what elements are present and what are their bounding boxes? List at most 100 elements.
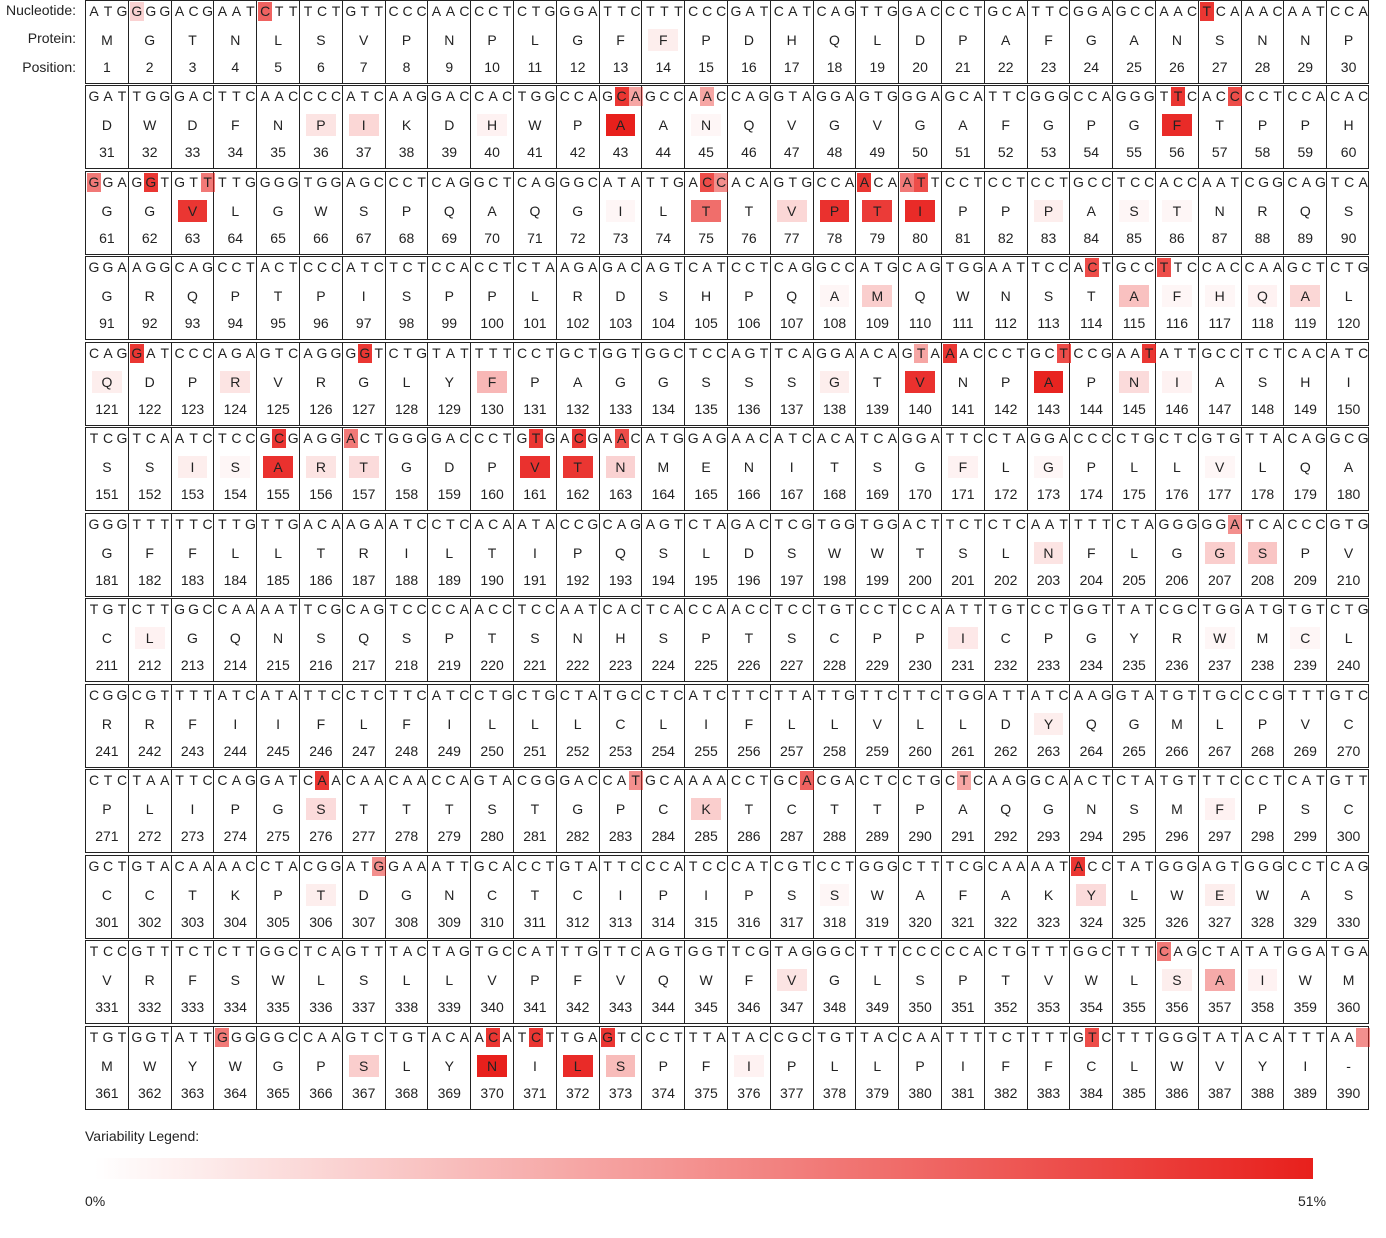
- amino-acid: Q: [615, 545, 626, 561]
- position-number: 28: [1254, 59, 1271, 75]
- position-number: 147: [1208, 401, 1232, 417]
- nucleotide: T: [517, 1029, 527, 1045]
- codon-cell: C T G T 352: [985, 941, 1028, 1023]
- nucleotide: A: [859, 259, 870, 275]
- nucleotide: G: [559, 345, 571, 361]
- codon-cell: C T G L 251: [514, 685, 557, 767]
- nucleotide: G: [145, 3, 157, 19]
- codon-cell: C A A P 380: [899, 1027, 942, 1109]
- nucleotide: C: [445, 601, 456, 617]
- nucleotide: T: [874, 772, 883, 788]
- nucleotide: C: [730, 772, 742, 788]
- amino-acid: G: [1204, 542, 1235, 564]
- nucleotide: T: [1245, 345, 1254, 361]
- amino-acid: S: [145, 459, 155, 475]
- amino-acid: D: [187, 117, 198, 133]
- nucleotide: A: [459, 772, 470, 788]
- nucleotide: G: [402, 430, 414, 446]
- nucleotide: T: [1002, 430, 1012, 446]
- amino-acid: S: [1162, 969, 1192, 991]
- sequence-block: C A G Q 121 G A T D 122 C C C P 123 A G A R 124 G T C V 125 A G G R 1…: [85, 342, 1369, 426]
- amino-acid: G: [1171, 545, 1183, 561]
- nucleotide: G: [316, 430, 328, 446]
- amino-acid: G: [914, 117, 926, 133]
- codon-cell: C C A P 351: [942, 941, 985, 1023]
- position-number: 61: [99, 230, 115, 246]
- position-number: 236: [1165, 657, 1189, 673]
- amino-acid: I: [348, 114, 379, 136]
- nucleotide: G: [202, 259, 214, 275]
- nucleotide: G: [102, 259, 114, 275]
- amino-acid: T: [1087, 288, 1096, 304]
- nucleotide: C: [1244, 174, 1255, 190]
- codon-cell: T T C F 256: [728, 685, 771, 767]
- position-number: 325: [1122, 914, 1146, 930]
- codon-cell: G C C A 25: [1113, 1, 1156, 83]
- codon-cell: C A T H 105: [685, 257, 728, 339]
- amino-acid: P: [701, 32, 711, 48]
- nucleotide: T: [374, 3, 384, 19]
- position-number: 195: [694, 572, 718, 588]
- amino-acid: T: [487, 545, 497, 561]
- nucleotide: G: [1186, 943, 1198, 959]
- amino-acid: M: [1342, 972, 1355, 988]
- amino-acid: Q: [829, 32, 840, 48]
- nucleotide: A: [343, 429, 358, 448]
- position-number: 180: [1336, 486, 1361, 502]
- nucleotide: C: [659, 772, 670, 788]
- nucleotide: T: [1116, 601, 1126, 617]
- amino-acid: G: [572, 801, 584, 817]
- amino-acid: V: [1343, 545, 1354, 561]
- nucleotide: C: [830, 430, 841, 446]
- nucleotide: T: [1002, 88, 1012, 104]
- sequence-block: C T C P 271 T A A L 272 T T C I 273 C A G P 274 G A T G 275 C A A S 2…: [85, 769, 1369, 853]
- amino-acid: P: [530, 374, 540, 390]
- nucleotide: T: [545, 943, 555, 959]
- codon-cell: C C A P 78: [814, 172, 857, 254]
- nucleotide: C: [1229, 772, 1240, 788]
- codon-cell: G T T R 332: [129, 941, 172, 1023]
- amino-acid: W: [1298, 972, 1312, 988]
- nucleotide: T: [1056, 344, 1071, 363]
- nucleotide: G: [1115, 88, 1127, 104]
- nucleotide: C: [702, 3, 713, 19]
- position-number: 342: [566, 999, 590, 1015]
- position-number: 268: [1250, 743, 1275, 759]
- nucleotide: A: [1173, 943, 1183, 959]
- position-number: 289: [865, 828, 889, 844]
- nucleotide: G: [131, 174, 143, 190]
- codon-cell: C A G S 356: [1156, 941, 1199, 1023]
- codon-cell: G T A C 312: [557, 856, 600, 938]
- codon-cell: T T C F 34: [214, 86, 258, 168]
- nucleotide: T: [916, 772, 926, 788]
- amino-acid: G: [272, 1058, 284, 1074]
- nucleotide: G: [1286, 259, 1298, 275]
- nucleotide: A: [602, 174, 613, 190]
- nucleotide: A: [1144, 687, 1154, 703]
- nucleotide: C: [1344, 174, 1355, 190]
- nucleotide: C: [902, 1029, 913, 1045]
- nucleotide: C: [388, 772, 399, 788]
- nucleotide: G: [330, 174, 342, 190]
- amino-acid: F: [402, 716, 411, 732]
- position-number: 151: [95, 486, 119, 502]
- nucleotide: T: [1159, 772, 1169, 788]
- position-number: 213: [180, 657, 205, 673]
- amino-acid: S: [316, 32, 326, 48]
- nucleotide: T: [1344, 772, 1354, 788]
- position-number: 360: [1336, 999, 1361, 1015]
- nucleotide: T: [1302, 687, 1311, 703]
- position-number: 138: [822, 401, 847, 417]
- position-number: 81: [955, 230, 971, 246]
- amino-acid: L: [445, 972, 454, 988]
- nucleotide: G: [830, 88, 842, 104]
- nucleotide: A: [702, 430, 712, 446]
- position-number: 278: [394, 828, 419, 844]
- nucleotide: C: [1087, 858, 1098, 874]
- position-number: 368: [394, 1085, 419, 1101]
- codon-cell: C A G S 330: [1327, 856, 1370, 938]
- codon-cell: C C C P 209: [1284, 514, 1328, 596]
- nucleotide: T: [973, 516, 983, 532]
- position-number: 328: [1250, 914, 1275, 930]
